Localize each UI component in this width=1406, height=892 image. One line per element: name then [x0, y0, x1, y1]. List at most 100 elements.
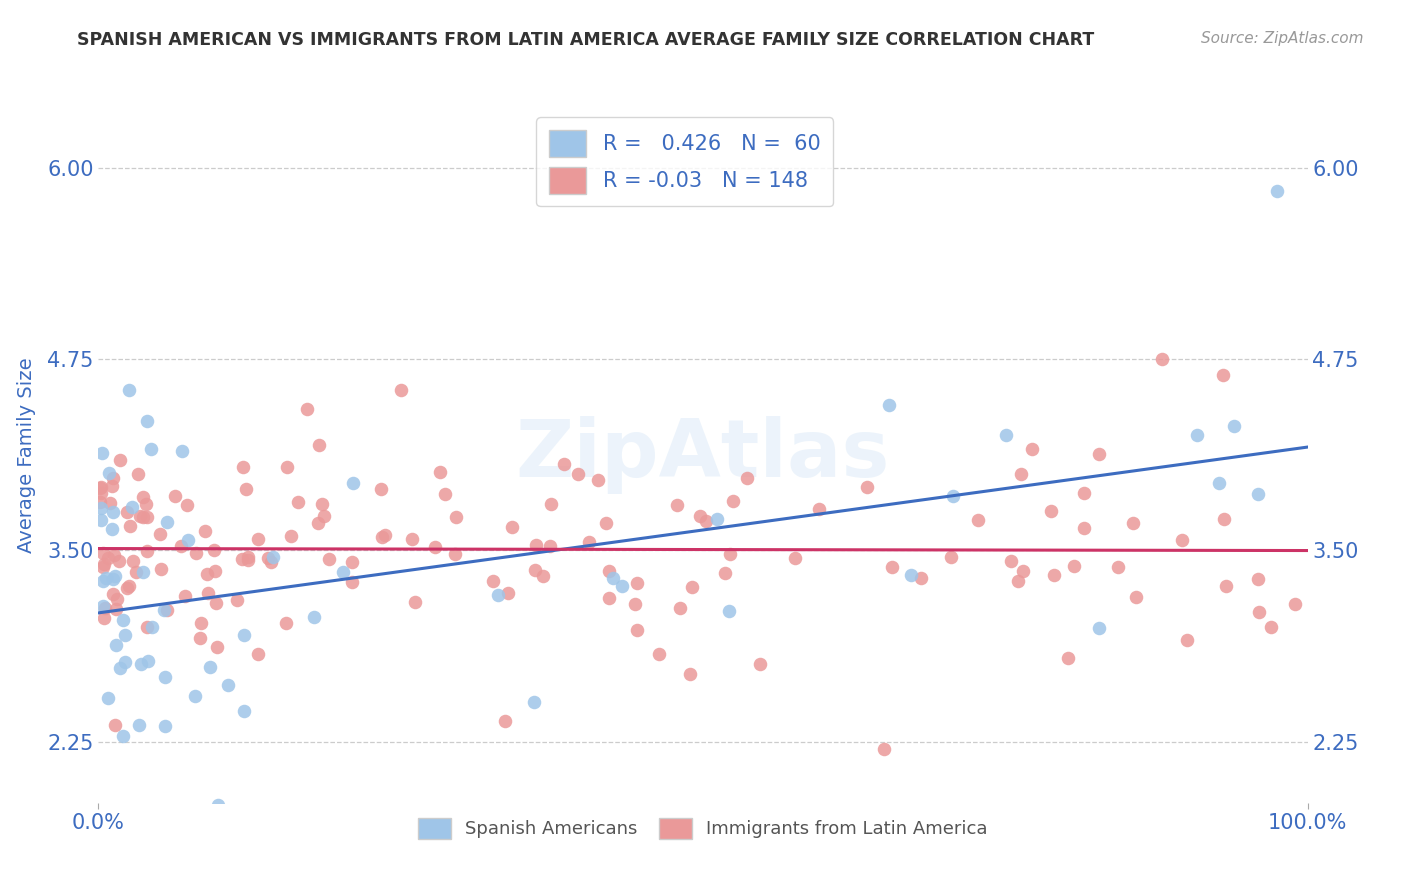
Point [714, 566, 737, 580]
Point [1222, 419, 1244, 434]
Text: SPANISH AMERICAN VS IMMIGRANTS FROM LATIN AMERICA AVERAGE FAMILY SIZE CORRELATIO: SPANISH AMERICAN VS IMMIGRANTS FROM LATI… [77, 31, 1095, 49]
Point [121, 500, 143, 514]
Point [669, 601, 692, 615]
Point [900, 567, 922, 582]
Point [274, 615, 297, 630]
Point [942, 489, 965, 503]
Point [295, 402, 318, 417]
Point [404, 595, 426, 609]
Point [190, 615, 212, 630]
Point [748, 657, 770, 671]
Point [1021, 442, 1043, 456]
Point [444, 510, 467, 524]
Point [880, 560, 903, 574]
Point [1208, 476, 1230, 491]
Point [302, 609, 325, 624]
Point [1213, 511, 1236, 525]
Point [523, 563, 546, 577]
Point [1284, 597, 1306, 611]
Point [105, 592, 128, 607]
Point [340, 555, 363, 569]
Point [1152, 352, 1174, 367]
Point [93, 601, 115, 615]
Point [90, 446, 112, 460]
Point [155, 871, 177, 885]
Point [612, 579, 634, 593]
Point [232, 704, 254, 718]
Point [624, 597, 647, 611]
Point [103, 548, 125, 562]
Point [389, 383, 412, 397]
Point [91, 546, 114, 560]
Point [136, 510, 159, 524]
Point [247, 532, 270, 546]
Point [877, 398, 900, 412]
Point [125, 565, 148, 579]
Point [1260, 620, 1282, 634]
Point [235, 482, 257, 496]
Point [1000, 554, 1022, 568]
Point [276, 460, 298, 475]
Point [112, 729, 135, 743]
Point [666, 498, 689, 512]
Point [1087, 446, 1109, 460]
Point [247, 647, 270, 661]
Point [108, 554, 131, 568]
Point [401, 532, 423, 546]
Point [108, 453, 131, 467]
Point [647, 647, 669, 661]
Point [184, 546, 207, 560]
Point [1212, 368, 1234, 382]
Point [121, 554, 143, 568]
Point [97, 691, 120, 706]
Point [129, 657, 152, 671]
Point [105, 601, 128, 615]
Point [101, 479, 124, 493]
Point [578, 534, 600, 549]
Point [93, 560, 115, 574]
Point [994, 428, 1017, 442]
Point [1012, 564, 1035, 578]
Point [598, 564, 620, 578]
Point [496, 586, 519, 600]
Point [486, 588, 509, 602]
Point [423, 540, 446, 554]
Point [98, 496, 121, 510]
Point [236, 550, 259, 565]
Point [342, 476, 364, 491]
Point [626, 575, 648, 590]
Point [259, 555, 281, 569]
Point [695, 514, 717, 528]
Point [232, 460, 254, 475]
Point [524, 538, 547, 552]
Point [262, 550, 284, 565]
Point [856, 480, 879, 494]
Point [1267, 184, 1289, 198]
Point [1042, 568, 1064, 582]
Point [163, 489, 186, 503]
Point [523, 695, 546, 709]
Point [737, 470, 759, 484]
Point [139, 442, 162, 456]
Point [681, 580, 703, 594]
Point [1007, 574, 1029, 588]
Point [371, 530, 394, 544]
Point [1087, 621, 1109, 635]
Point [103, 569, 125, 583]
Point [444, 548, 467, 562]
Point [307, 516, 329, 530]
Point [131, 565, 153, 579]
Point [127, 467, 149, 481]
Text: Source: ZipAtlas.com: Source: ZipAtlas.com [1201, 31, 1364, 46]
Point [939, 549, 962, 564]
Point [598, 591, 620, 605]
Point [231, 552, 253, 566]
Point [205, 596, 228, 610]
Point [429, 465, 451, 479]
Point [967, 513, 990, 527]
Point [1247, 487, 1270, 501]
Point [626, 624, 648, 638]
Point [689, 509, 711, 524]
Point [494, 714, 516, 729]
Point [602, 571, 624, 585]
